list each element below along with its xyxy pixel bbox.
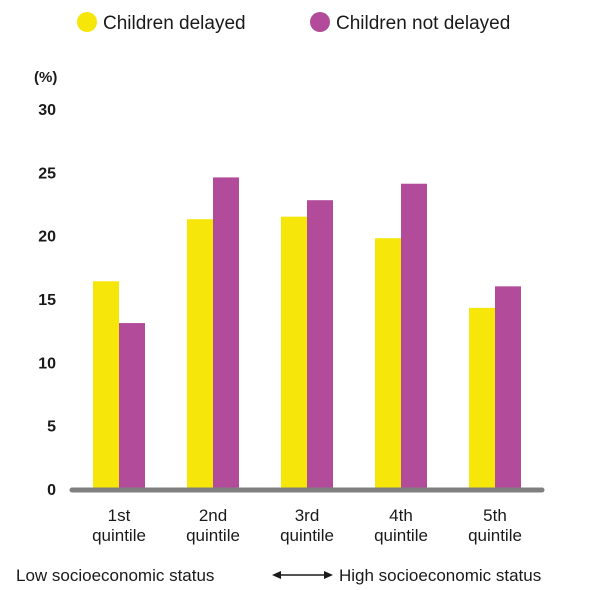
bar-children-not-delayed-1 bbox=[119, 323, 145, 489]
legend-label-children-not-delayed: Children not delayed bbox=[336, 13, 510, 34]
x-tick-label-3: 3rd quintile bbox=[280, 506, 334, 545]
bars bbox=[93, 177, 521, 489]
y-tick-label-15: 15 bbox=[38, 292, 56, 309]
y-axis-unit-label: (%) bbox=[34, 69, 57, 86]
bar-children-not-delayed-3 bbox=[307, 200, 333, 489]
x-tick-label-4: 4th quintile bbox=[374, 506, 428, 545]
x-tick-label-1: 1st quintile bbox=[92, 506, 146, 545]
double-arrow-icon bbox=[272, 571, 333, 579]
y-tick-label-5: 5 bbox=[47, 419, 56, 436]
x-axis-labels: 1st quintile 2nd quintile 3rd quintile 4th quin… bbox=[92, 506, 522, 545]
y-tick-label-10: 10 bbox=[38, 355, 56, 372]
bar-children-delayed-5 bbox=[469, 307, 495, 489]
x-tick-label-2: 2nd quintile bbox=[186, 506, 240, 545]
legend-swatch-children-not-delayed bbox=[310, 12, 330, 32]
legend: Children delayed Children not delayed bbox=[77, 12, 510, 34]
socioeconomic-footer: Low socioeconomic status High socioecono… bbox=[16, 566, 541, 585]
bar-children-not-delayed-2 bbox=[213, 177, 239, 489]
y-tick-label-0: 0 bbox=[47, 482, 56, 499]
y-axis-ticks: 0 5 10 15 20 25 30 bbox=[38, 102, 56, 499]
footer-high-status: High socioeconomic status bbox=[339, 566, 541, 585]
bar-children-not-delayed-5 bbox=[495, 286, 521, 489]
bar-children-delayed-2 bbox=[187, 219, 213, 489]
y-tick-label-25: 25 bbox=[38, 165, 56, 182]
bar-children-not-delayed-4 bbox=[401, 183, 427, 489]
legend-label-children-delayed: Children delayed bbox=[103, 13, 246, 34]
legend-swatch-children-delayed bbox=[77, 12, 97, 32]
bar-children-delayed-4 bbox=[375, 238, 401, 489]
y-tick-label-30: 30 bbox=[38, 102, 56, 119]
bar-children-delayed-3 bbox=[281, 216, 307, 489]
bar-children-delayed-1 bbox=[93, 281, 119, 489]
y-tick-label-20: 20 bbox=[38, 229, 56, 246]
x-tick-label-5: 5th quintile bbox=[468, 506, 522, 545]
footer-low-status: Low socioeconomic status bbox=[16, 566, 214, 585]
